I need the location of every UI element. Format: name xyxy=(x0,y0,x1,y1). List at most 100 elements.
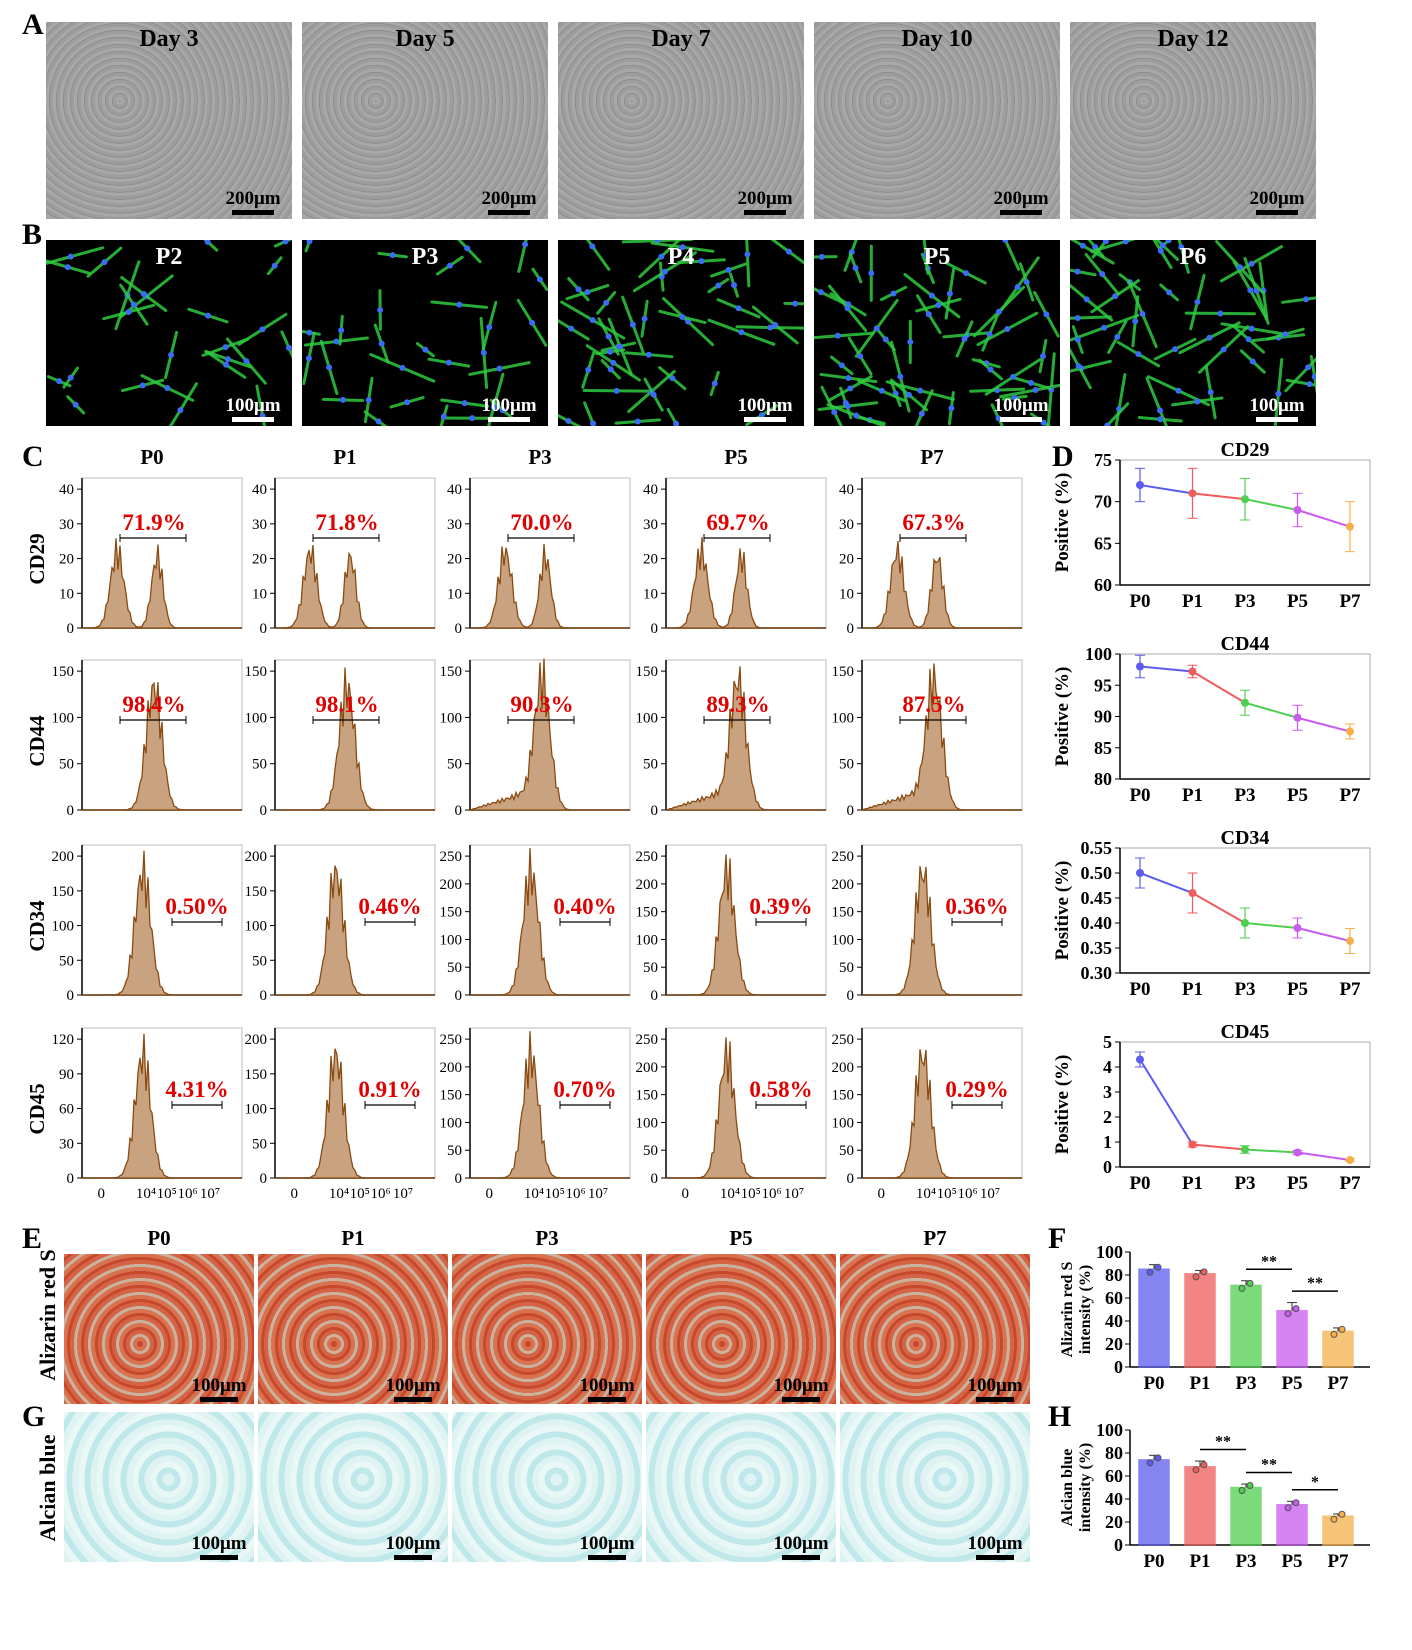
scale-bar-line xyxy=(232,417,274,422)
bar xyxy=(1276,1309,1308,1368)
data-point xyxy=(1346,1156,1354,1164)
scale-bar: 100μm xyxy=(1242,395,1312,422)
percent-positive: 0.58% xyxy=(749,1077,812,1102)
y-tick-label: 0.30 xyxy=(1081,963,1113,983)
y-tick-label: 30 xyxy=(252,517,267,533)
alizarin-column-header: P3 xyxy=(535,1226,559,1250)
y-tick-label: 0 xyxy=(847,621,855,637)
histogram-CD34-P1: 0 50 100 150 200 0.46% xyxy=(245,844,436,1004)
scale-bar: 100μm xyxy=(986,395,1056,422)
flow-column-header: P3 xyxy=(528,445,551,469)
phase-image-1: Day 3 200μm xyxy=(46,22,292,219)
panel-label-g: G xyxy=(22,1400,46,1433)
flow-cytometry-grid: P0 P1 P3 P5 P7 CD29 0 10 20 30 40 71.9% 0 10 20 30 40 71.… xyxy=(25,445,1023,1202)
x-tick-label: P7 xyxy=(1339,785,1361,806)
y-tick-label: 40 xyxy=(252,482,267,498)
y-tick-label: 0 xyxy=(651,621,659,637)
data-point xyxy=(1241,698,1249,707)
histogram-CD44-P1: 0 50 100 150 98.1% xyxy=(245,659,436,819)
y-tick-label: 10 xyxy=(839,586,854,602)
y-tick-label: 100 xyxy=(440,1115,463,1131)
y-tick-label: 0 xyxy=(260,803,268,819)
series-segment xyxy=(1139,665,1193,673)
alizarin-image-1: 100μm xyxy=(64,1254,254,1404)
x-tick-label: P3 xyxy=(1234,591,1255,612)
y-tick-label: 0 xyxy=(260,1171,268,1187)
y-tick-label: 30 xyxy=(59,517,74,533)
x-tick-label: P5 xyxy=(1281,1551,1302,1572)
significance-label: * xyxy=(1311,1474,1319,1491)
y-tick-label: 90 xyxy=(59,1067,74,1083)
phase-title: Day 12 xyxy=(1157,26,1229,52)
y-axis-label: Alizarin red S xyxy=(1059,1262,1076,1358)
y-tick-label: 0 xyxy=(455,803,463,819)
flow-column-header: P1 xyxy=(333,445,356,469)
data-point xyxy=(1346,937,1354,945)
scale-bar-label: 100μm xyxy=(225,395,281,416)
data-point xyxy=(1241,919,1249,927)
fluo-image-3: P4 100μm xyxy=(558,240,804,426)
x-tick-label: 0 xyxy=(290,1186,298,1202)
scale-bar-label: 100μm xyxy=(385,1375,441,1396)
data-point xyxy=(1293,713,1302,722)
y-tick-label: 20 xyxy=(1105,1512,1123,1532)
x-tick-label: P5 xyxy=(1287,785,1308,806)
x-tick-label: 10⁷ xyxy=(784,1186,804,1202)
fluo-cells xyxy=(302,240,548,426)
histogram-CD45-P3: 0 50 100 150 200 250 0.70% 0 10⁴ 10⁵ 10⁶ 10⁷ xyxy=(440,1027,631,1202)
y-tick-label: 50 xyxy=(447,960,462,976)
scale-bar-label: 200μm xyxy=(993,188,1049,209)
percent-positive: 0.36% xyxy=(945,894,1008,919)
histogram-CD29-P0: 0 10 20 30 40 71.9% xyxy=(59,477,243,637)
x-tick-label: 0 xyxy=(485,1186,493,1202)
x-tick-label: 10⁶ xyxy=(565,1186,585,1202)
percent-positive: 90.3% xyxy=(510,692,573,717)
scale-bar: 100μm xyxy=(962,1533,1028,1560)
y-tick-label: 20 xyxy=(643,552,658,568)
percent-positive: 98.4% xyxy=(122,692,185,717)
histogram-CD34-P3: 0 50 100 150 200 250 0.40% xyxy=(440,844,631,1004)
x-tick-label: 10⁶ xyxy=(370,1186,390,1202)
y-tick-label: 80 xyxy=(1094,769,1112,789)
x-tick-label: P7 xyxy=(1339,979,1361,1000)
y-tick-label: 100 xyxy=(52,919,75,935)
x-tick-label: P0 xyxy=(1129,979,1150,1000)
y-tick-label: 100 xyxy=(440,932,463,948)
y-tick-label: 200 xyxy=(52,849,75,865)
x-tick-label: P7 xyxy=(1339,1173,1361,1194)
percent-positive: 69.7% xyxy=(706,510,769,535)
x-tick-label: 10⁶ xyxy=(177,1186,197,1202)
percent-positive: 71.8% xyxy=(315,510,378,535)
scale-bar-line xyxy=(588,1397,626,1402)
flow-column-header: P7 xyxy=(920,445,943,469)
y-tick-label: 200 xyxy=(440,877,463,893)
scale-bar-line xyxy=(232,210,274,215)
bar xyxy=(1230,1284,1262,1368)
scale-bar-line xyxy=(782,1397,820,1402)
y-tick-label: 250 xyxy=(440,1032,463,1048)
line-chart-CD34: CD34 Positive (%) 0.30 0.35 0.40 0.45 0.50 0.55… xyxy=(1052,827,1371,1000)
chart-title: CD45 xyxy=(1221,1021,1270,1043)
histogram-CD44-P0: 0 50 100 150 98.4% xyxy=(52,659,243,819)
y-tick-label: 0.35 xyxy=(1081,938,1113,958)
y-tick-label: 200 xyxy=(832,877,855,893)
y-tick-label: 0 xyxy=(67,621,75,637)
scale-bar: 100μm xyxy=(186,1533,252,1560)
y-tick-label: 0 xyxy=(651,803,659,819)
x-tick-label: 10⁷ xyxy=(200,1186,220,1202)
y-tick-label: 150 xyxy=(245,884,268,900)
x-tick-label: P7 xyxy=(1339,591,1361,612)
series-segment xyxy=(1139,484,1193,495)
data-point xyxy=(1293,506,1302,514)
y-tick-label: 50 xyxy=(839,960,854,976)
data-point xyxy=(1188,889,1197,897)
panel-label-c: C xyxy=(22,440,44,473)
x-tick-label: P0 xyxy=(1129,785,1150,806)
scale-bar-label: 100μm xyxy=(1249,395,1305,416)
phase-image-5: Day 12 200μm xyxy=(1070,22,1316,219)
line-chart-CD44: CD44 Positive (%) 80 85 90 95 100 P0 P1 P3 P5 P7 xyxy=(1052,633,1371,806)
y-tick-label: 150 xyxy=(636,1088,659,1104)
y-tick-label: 60 xyxy=(1105,1466,1123,1486)
y-tick-label: 250 xyxy=(636,1032,659,1048)
